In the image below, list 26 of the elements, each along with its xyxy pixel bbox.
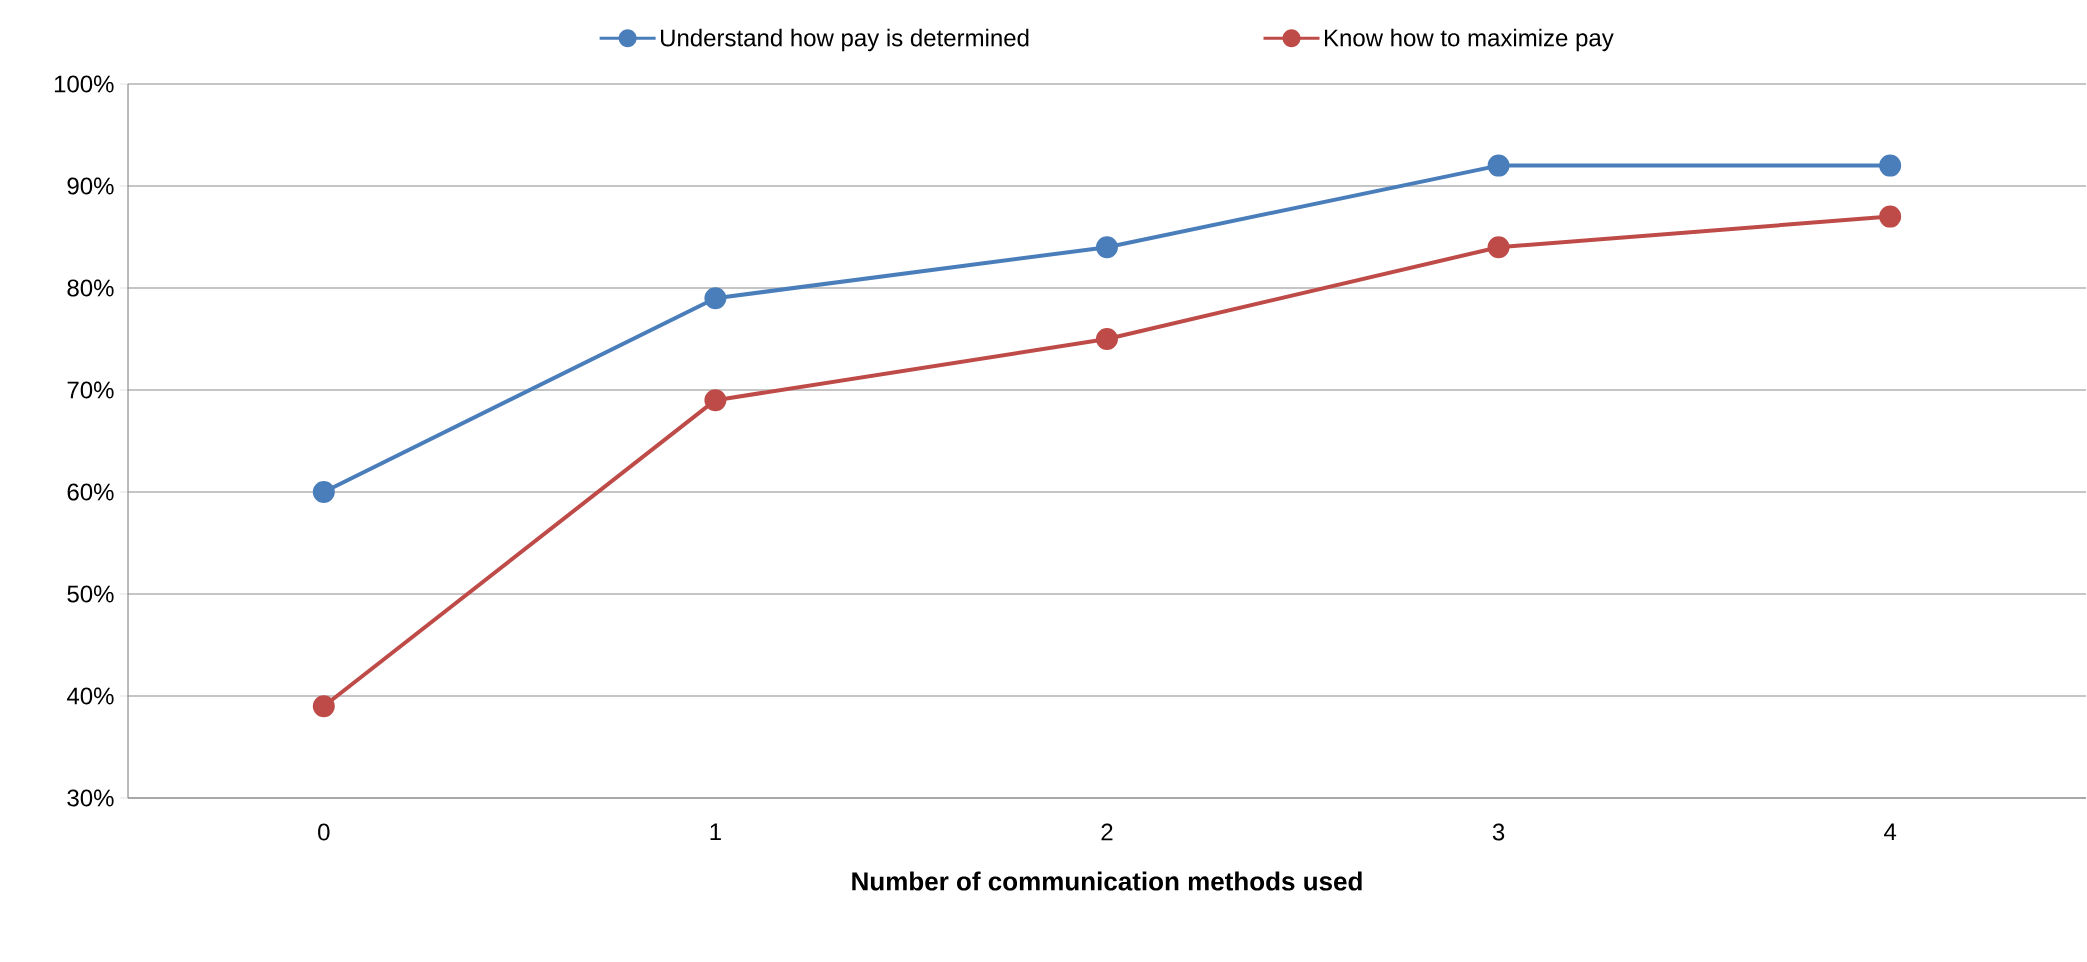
point <box>1095 236 1118 259</box>
legend-label: Understand how pay is determined <box>660 28 1029 52</box>
point <box>704 287 727 310</box>
y-tick-label: 80% <box>67 279 114 297</box>
y-tick-label: 50% <box>67 585 114 603</box>
point <box>1879 154 1902 177</box>
point <box>704 389 727 412</box>
y-tick-label: 30% <box>67 789 114 807</box>
x-tick-label: 4 <box>1884 823 1897 841</box>
point <box>1487 154 1510 177</box>
point <box>312 481 335 503</box>
point <box>1487 236 1510 259</box>
point <box>312 695 335 718</box>
point <box>1879 205 1902 228</box>
y-tick-label: 40% <box>66 687 114 705</box>
x-tick-label: 2 <box>1101 823 1113 841</box>
x-tick-label: 0 <box>318 823 330 841</box>
y-tick-label: 70% <box>67 381 114 399</box>
legend-label: Know how to maximize pay <box>1324 28 1614 52</box>
y-tick-label: 90% <box>67 177 114 195</box>
point <box>1095 328 1118 350</box>
y-tick-label: 60% <box>67 483 114 501</box>
x-tick-label: 3 <box>1492 823 1505 841</box>
x-tick-label: 1 <box>710 823 721 841</box>
y-tick-label: 100% <box>54 75 114 93</box>
x-axis-title: Number of communication methods used <box>852 871 1362 891</box>
